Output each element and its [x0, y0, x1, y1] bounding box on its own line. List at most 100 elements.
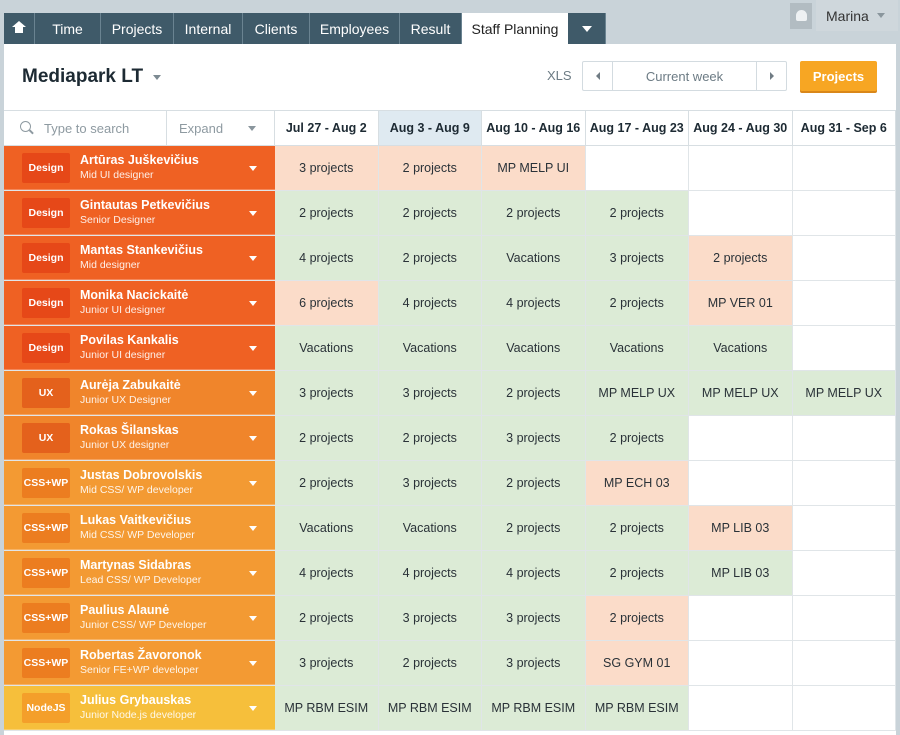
assignment-cell[interactable]: Vacations — [275, 326, 379, 370]
user-menu[interactable]: Marina — [816, 0, 898, 31]
expand-dropdown[interactable]: Expand — [167, 111, 275, 145]
assignment-cell[interactable]: MP VER 01 — [689, 281, 793, 325]
employee-cell[interactable]: CSS+WP Lukas Vaitkevičius Mid CSS/ WP Deve… — [4, 506, 275, 550]
tab-time[interactable]: Time — [35, 13, 101, 44]
assignment-cell[interactable]: 3 projects — [378, 596, 482, 640]
assignment-cell[interactable]: Vacations — [378, 326, 482, 370]
assignment-cell[interactable]: 3 projects — [482, 416, 586, 460]
assignment-cell[interactable]: 3 projects — [378, 371, 482, 415]
tab-employees[interactable]: Employees — [310, 13, 400, 44]
assignment-cell[interactable]: MP RBM ESIM — [275, 686, 379, 730]
assignment-cell[interactable]: 3 projects — [275, 641, 379, 685]
assignment-cell[interactable]: 2 projects — [482, 461, 586, 505]
assignment-cell[interactable] — [689, 146, 793, 190]
assignment-cell[interactable]: MP LIB 03 — [689, 551, 793, 595]
assignment-cell[interactable]: 2 projects — [378, 641, 482, 685]
assignment-cell[interactable]: 3 projects — [585, 236, 689, 280]
search-input[interactable]: Type to search — [4, 111, 167, 145]
assignment-cell[interactable] — [792, 596, 896, 640]
assignment-cell[interactable]: MP RBM ESIM — [378, 686, 482, 730]
assignment-cell[interactable]: 2 projects — [585, 551, 689, 595]
chevron-down-icon[interactable] — [249, 391, 257, 396]
employee-cell[interactable]: CSS+WP Martynas Sidabras Lead CSS/ WP Deve… — [4, 551, 275, 595]
chevron-down-icon[interactable] — [249, 346, 257, 351]
assignment-cell[interactable]: 2 projects — [275, 416, 379, 460]
chevron-down-icon[interactable] — [249, 256, 257, 261]
assignment-cell[interactable]: Vacations — [482, 326, 586, 370]
chevron-down-icon[interactable] — [249, 706, 257, 711]
assignment-cell[interactable] — [689, 641, 793, 685]
assignment-cell[interactable]: 2 projects — [689, 236, 793, 280]
tab-internal[interactable]: Internal — [174, 13, 243, 44]
chevron-down-icon[interactable] — [249, 616, 257, 621]
assignment-cell[interactable] — [689, 596, 793, 640]
tab-staff-planning[interactable]: Staff Planning — [462, 13, 568, 44]
assignment-cell[interactable]: MP MELP UX — [792, 371, 896, 415]
assignment-cell[interactable] — [792, 146, 896, 190]
assignment-cell[interactable]: MP RBM ESIM — [482, 686, 586, 730]
assignment-cell[interactable]: MP LIB 03 — [689, 506, 793, 550]
current-week-button[interactable]: Current week — [645, 68, 724, 84]
assignment-cell[interactable]: 4 projects — [275, 551, 379, 595]
assignment-cell[interactable]: MP MELP UI — [482, 146, 586, 190]
assignment-cell[interactable]: 2 projects — [275, 596, 379, 640]
assignment-cell[interactable]: 3 projects — [378, 461, 482, 505]
assignment-cell[interactable]: 2 projects — [378, 236, 482, 280]
assignment-cell[interactable] — [792, 191, 896, 235]
employee-cell[interactable]: UX Aurėja Zabukaitė Junior UX Designer — [4, 371, 275, 415]
employee-cell[interactable]: Design Mantas Stankevičius Mid designer — [4, 236, 275, 280]
assignment-cell[interactable] — [792, 461, 896, 505]
assignment-cell[interactable]: 3 projects — [275, 146, 379, 190]
assignment-cell[interactable]: 2 projects — [482, 371, 586, 415]
assignment-cell[interactable]: 2 projects — [585, 191, 689, 235]
assignment-cell[interactable]: MP ECH 03 — [585, 461, 689, 505]
assignment-cell[interactable] — [792, 686, 896, 730]
assignment-cell[interactable]: 4 projects — [482, 551, 586, 595]
assignment-cell[interactable] — [689, 191, 793, 235]
assignment-cell[interactable]: 3 projects — [482, 596, 586, 640]
assignment-cell[interactable]: 2 projects — [378, 191, 482, 235]
tab-result[interactable]: Result — [400, 13, 462, 44]
chevron-down-icon[interactable] — [249, 166, 257, 171]
assignment-cell[interactable] — [792, 281, 896, 325]
assignment-cell[interactable]: 2 projects — [585, 596, 689, 640]
assignment-cell[interactable]: 4 projects — [378, 551, 482, 595]
assignment-cell[interactable]: 3 projects — [482, 641, 586, 685]
employee-cell[interactable]: Design Povilas Kankalis Junior UI designer — [4, 326, 275, 370]
assignment-cell[interactable]: MP MELP UX — [689, 371, 793, 415]
assignment-cell[interactable]: Vacations — [585, 326, 689, 370]
notifications-button[interactable] — [790, 2, 812, 29]
assignment-cell[interactable]: MP RBM ESIM — [585, 686, 689, 730]
assignment-cell[interactable] — [585, 146, 689, 190]
assignment-cell[interactable]: Vacations — [482, 236, 586, 280]
tab-projects[interactable]: Projects — [101, 13, 174, 44]
assignment-cell[interactable]: 2 projects — [482, 506, 586, 550]
assignment-cell[interactable]: 3 projects — [275, 371, 379, 415]
assignment-cell[interactable]: 2 projects — [585, 416, 689, 460]
assignment-cell[interactable]: Vacations — [275, 506, 379, 550]
next-week-button[interactable] — [756, 62, 786, 90]
assignment-cell[interactable]: 4 projects — [482, 281, 586, 325]
assignment-cell[interactable]: 2 projects — [585, 506, 689, 550]
assignment-cell[interactable] — [792, 641, 896, 685]
assignment-cell[interactable] — [792, 551, 896, 595]
assignment-cell[interactable]: 2 projects — [378, 146, 482, 190]
assignment-cell[interactable] — [792, 506, 896, 550]
employee-cell[interactable]: Design Artūras Juškevičius Mid UI designer — [4, 146, 275, 190]
assignment-cell[interactable]: MP MELP UX — [585, 371, 689, 415]
assignment-cell[interactable] — [689, 461, 793, 505]
xls-export-link[interactable]: XLS — [547, 68, 572, 83]
chevron-down-icon[interactable] — [249, 661, 257, 666]
assignment-cell[interactable] — [792, 236, 896, 280]
projects-button[interactable]: Projects — [800, 61, 877, 91]
assignment-cell[interactable] — [792, 326, 896, 370]
tab-home[interactable] — [4, 13, 35, 44]
assignment-cell[interactable]: 4 projects — [378, 281, 482, 325]
chevron-down-icon[interactable] — [249, 526, 257, 531]
assignment-cell[interactable]: SG GYM 01 — [585, 641, 689, 685]
employee-cell[interactable]: Design Gintautas Petkevičius Senior Design… — [4, 191, 275, 235]
assignment-cell[interactable] — [792, 416, 896, 460]
assignment-cell[interactable]: Vacations — [689, 326, 793, 370]
company-selector[interactable]: Mediapark LT — [22, 66, 162, 88]
tab-more-dropdown[interactable] — [568, 13, 606, 44]
